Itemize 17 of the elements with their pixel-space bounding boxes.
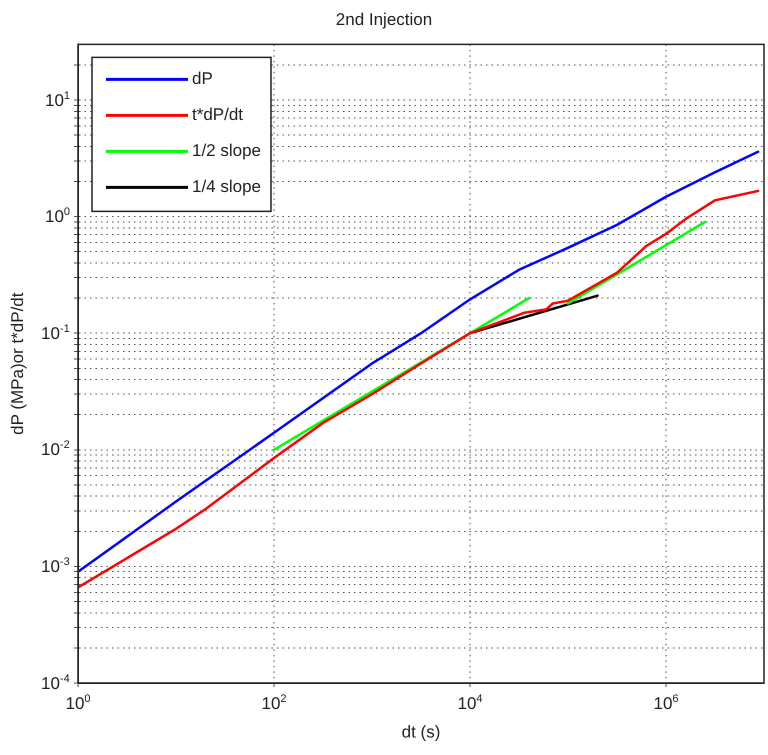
y-axis-title: dP (MPa)or t*dP/dt bbox=[8, 292, 27, 435]
y-tick-label: 10$^{-2}$ bbox=[41, 439, 70, 460]
legend-label: 1/4 slope bbox=[192, 177, 261, 196]
x-tick-label: 10$^{0}$ bbox=[66, 693, 91, 713]
y-tick-label: 10$^{-4}$ bbox=[41, 672, 70, 692]
y-tick-label: 10$^{1}$ bbox=[45, 90, 70, 110]
x-tick-label: 10$^{4}$ bbox=[458, 693, 483, 713]
y-tick-label: 10$^{-3}$ bbox=[41, 556, 70, 576]
legend-label: 1/2 slope bbox=[192, 141, 261, 160]
x-tick-label: 10$^{2}$ bbox=[262, 693, 287, 713]
x-tick-label: 10$^{6}$ bbox=[654, 693, 679, 713]
x-axis-title: dt (s) bbox=[402, 722, 440, 742]
legend-label: dP bbox=[192, 69, 213, 88]
y-tick-label: 10$^{0}$ bbox=[45, 206, 70, 226]
y-tick-label: 10$^{-1}$ bbox=[41, 322, 70, 343]
chart-title: 2nd Injection bbox=[336, 10, 432, 29]
legend-label: t*dP/dt bbox=[192, 105, 244, 124]
